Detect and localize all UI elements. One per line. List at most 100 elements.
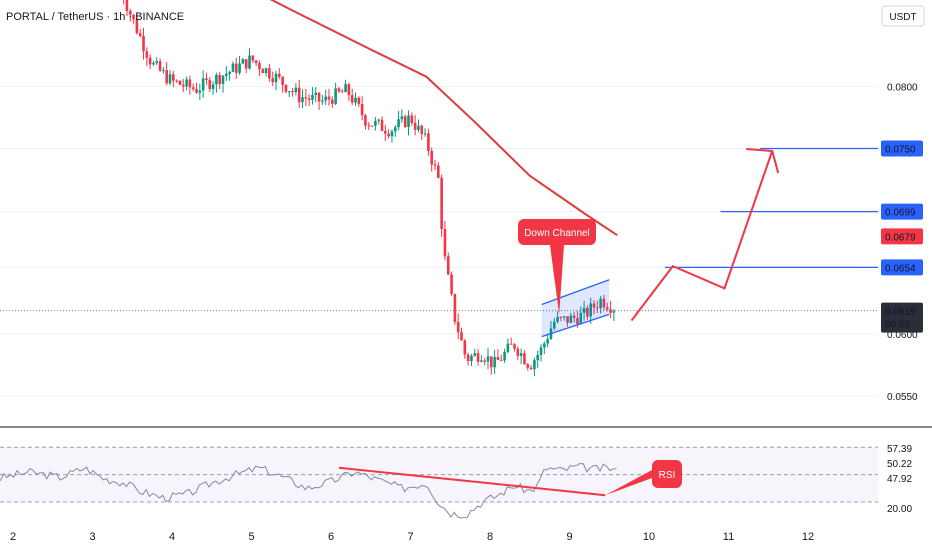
candle-body xyxy=(258,62,261,70)
candle-body xyxy=(152,62,155,65)
candle-body xyxy=(145,51,149,58)
candle-body xyxy=(198,90,202,93)
candle-body xyxy=(503,351,506,361)
currency-badge[interactable]: USDT xyxy=(889,12,916,23)
candle-body xyxy=(274,73,278,83)
current-price-tag-box xyxy=(881,302,923,333)
candle-body xyxy=(473,353,477,356)
target-price-tag-box xyxy=(881,203,923,220)
candle-body xyxy=(579,312,583,325)
time-tick: 6 xyxy=(328,531,334,543)
currency-badge-box[interactable] xyxy=(881,5,925,27)
candle-body xyxy=(470,355,473,361)
target-price-tag-box xyxy=(881,259,923,276)
candle-body xyxy=(188,79,192,88)
candle-body xyxy=(218,74,221,85)
candle-body xyxy=(287,91,291,93)
candle-body xyxy=(387,133,390,137)
candle-body xyxy=(344,84,347,93)
candle-body xyxy=(155,61,159,63)
grid xyxy=(0,86,878,397)
candle-body xyxy=(162,70,165,72)
candle-body xyxy=(321,100,324,102)
candle-body xyxy=(284,84,288,92)
callout-pointer xyxy=(550,245,564,315)
candle-body xyxy=(294,87,298,92)
candle-body xyxy=(443,228,447,257)
rsi-line xyxy=(0,462,617,519)
candle-body xyxy=(324,96,327,101)
candle-body xyxy=(185,79,188,87)
candle-body xyxy=(340,91,344,93)
candle-body xyxy=(400,116,404,120)
rsi-callout-pointer xyxy=(605,470,652,496)
rsi-tick: 20.00 xyxy=(887,504,912,515)
rsi-callout-label: RSI xyxy=(659,470,676,481)
candle-body xyxy=(264,68,268,73)
candle-body xyxy=(248,55,251,69)
candle-body xyxy=(599,298,602,309)
time-tick: 5 xyxy=(248,531,254,543)
candle-body xyxy=(605,307,609,310)
candle-body xyxy=(569,315,573,323)
rsi-callout-box xyxy=(652,460,682,488)
candle-body xyxy=(148,57,152,65)
candle-body xyxy=(493,357,496,368)
candle-body xyxy=(337,88,341,92)
callout-box xyxy=(518,219,596,245)
candle-body xyxy=(519,353,523,356)
candle-body xyxy=(215,74,218,85)
candle-body xyxy=(178,80,182,85)
candle-body xyxy=(423,133,427,135)
candle-body xyxy=(483,360,486,362)
candle-body xyxy=(466,354,470,361)
candle-body xyxy=(566,316,569,323)
target-price-tag-box xyxy=(881,140,923,157)
candle-body xyxy=(529,367,533,370)
candle-body xyxy=(509,343,513,345)
channel-lower-line xyxy=(541,313,610,338)
candles xyxy=(122,0,616,377)
countdown-tag: 00:55 xyxy=(885,320,910,331)
candle-body xyxy=(413,122,417,130)
candle-body xyxy=(596,307,599,309)
candle-body xyxy=(539,347,543,355)
candle-body xyxy=(526,364,530,368)
candle-body xyxy=(609,309,612,313)
moving-average xyxy=(269,0,618,236)
candle-body xyxy=(314,92,318,96)
candle-body xyxy=(456,321,460,333)
projection-arrowhead xyxy=(746,148,780,174)
ma-line xyxy=(269,0,618,236)
price-tick: 0.0600 xyxy=(887,330,918,341)
time-tick: 2 xyxy=(10,531,16,543)
candle-body xyxy=(384,130,387,134)
candle-body xyxy=(128,11,132,15)
candle-body xyxy=(181,84,185,87)
target-price-tag: 0.0750 xyxy=(885,145,916,156)
candle-body xyxy=(546,339,549,344)
price-axis: 0.08000.07500.06990.06540.06000.05500.07… xyxy=(881,83,923,403)
candle-body xyxy=(364,115,367,126)
candle-body xyxy=(138,33,142,36)
channel-upper-line xyxy=(541,279,610,306)
candle-body xyxy=(480,360,483,362)
candle-body xyxy=(261,69,265,73)
candle-body xyxy=(158,61,162,71)
candle-body xyxy=(437,165,440,178)
price-tick: 0.0800 xyxy=(887,83,918,94)
candle-body xyxy=(410,115,414,123)
current-price-tag: 0.0619 xyxy=(885,307,916,318)
candle-body xyxy=(367,125,371,127)
candle-body xyxy=(446,256,450,275)
candle-body xyxy=(499,359,503,361)
candle-body xyxy=(496,357,500,360)
candle-body xyxy=(543,343,546,348)
candle-body xyxy=(516,348,520,356)
channel-fill xyxy=(541,279,610,337)
target-price-tag: 0.0654 xyxy=(885,263,916,274)
rsi-panel: RSI 57.39 50.22 47.92 20.00 xyxy=(0,426,932,519)
price-tick: 0.0550 xyxy=(887,392,918,403)
candle-body xyxy=(254,60,258,63)
